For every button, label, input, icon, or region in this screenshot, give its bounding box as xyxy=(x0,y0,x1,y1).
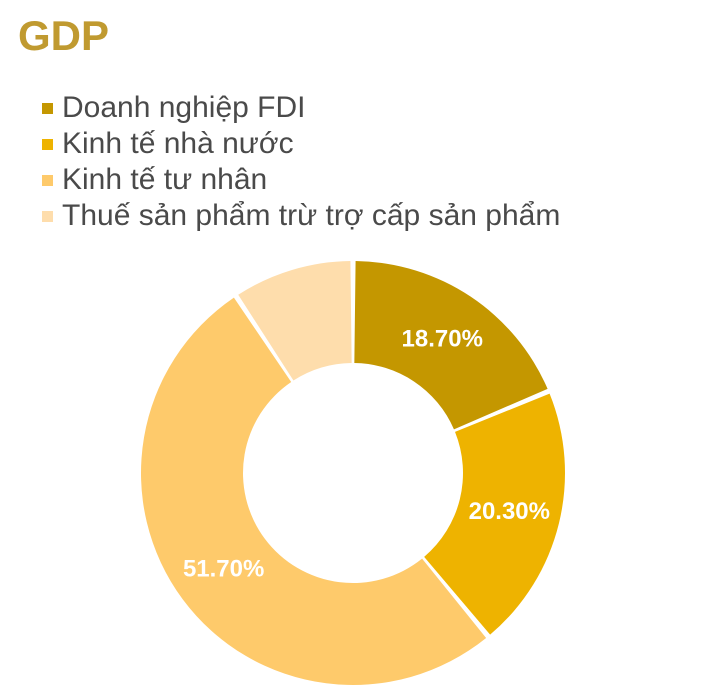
donut-slice-private xyxy=(141,297,487,685)
data-label-state: 20.30% xyxy=(469,498,550,525)
donut-slice-tax xyxy=(238,261,352,381)
legend-item-state: Kinh tế nhà nước xyxy=(42,126,560,162)
legend-label-tax: Thuế sản phẩm trừ trợ cấp sản phẩm xyxy=(62,199,561,232)
legend-swatch-tax xyxy=(42,210,53,222)
legend-swatch-private xyxy=(42,174,53,186)
donut-slice-state xyxy=(424,393,566,635)
legend-item-private: Kinh tế tư nhân xyxy=(42,162,560,198)
legend-item-fdi: Doanh nghiệp FDI xyxy=(42,90,560,126)
legend-swatch-fdi xyxy=(42,102,53,114)
data-label-fdi: 18.70% xyxy=(402,325,483,352)
legend-label-state: Kinh tế nhà nước xyxy=(62,127,294,160)
donut-slice-fdi xyxy=(354,261,548,430)
legend-item-tax: Thuế sản phẩm trừ trợ cấp sản phẩm xyxy=(42,198,560,234)
legend-label-private: Kinh tế tư nhân xyxy=(62,163,268,196)
chart-legend: Doanh nghiệp FDI Kinh tế nhà nước Kinh t… xyxy=(42,90,560,234)
legend-swatch-state xyxy=(42,138,53,150)
legend-label-fdi: Doanh nghiệp FDI xyxy=(62,91,306,124)
chart-title: GDP xyxy=(18,12,110,59)
data-label-private: 51.70% xyxy=(183,555,264,582)
